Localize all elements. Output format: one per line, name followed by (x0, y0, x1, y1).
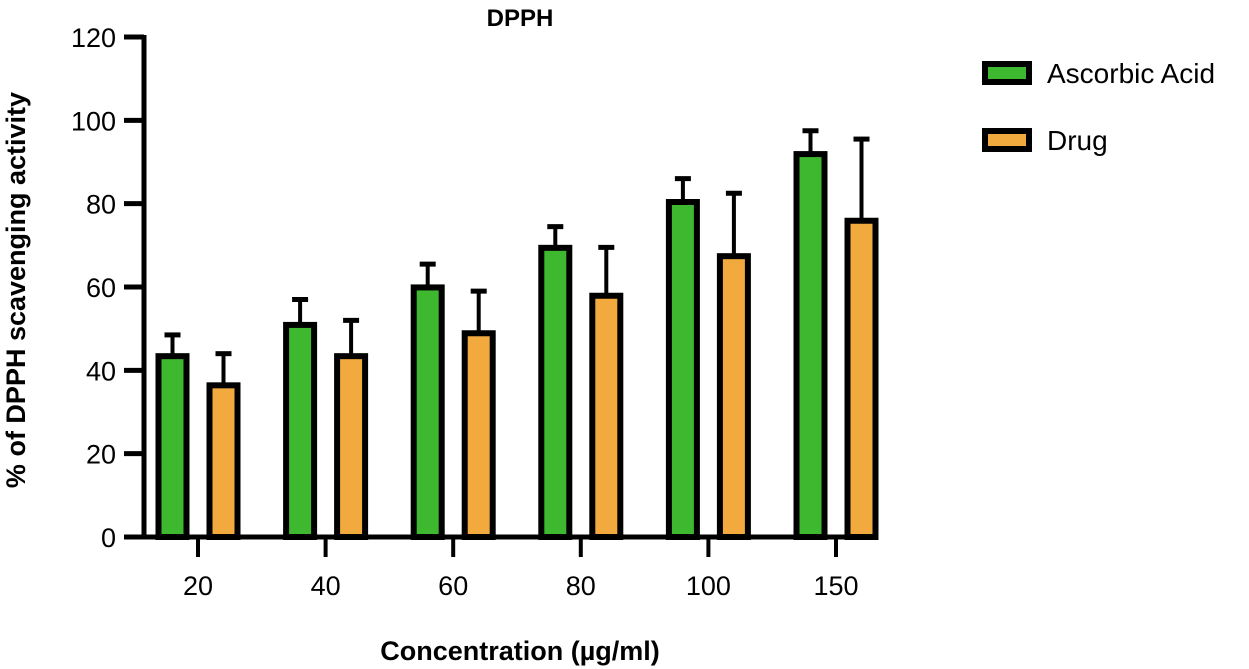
bar-ascorbic-acid-60 (410, 261, 445, 540)
y-tick-label: 100 (71, 106, 116, 136)
y-tick-label: 120 (71, 23, 116, 53)
legend-item: Drug (982, 125, 1108, 156)
legend: Ascorbic Acid Drug (982, 58, 1215, 156)
bar-drug-80 (589, 244, 624, 540)
bar-ascorbic-acid-40 (283, 297, 318, 540)
bar (793, 151, 828, 540)
y-tick-label: 40 (86, 356, 116, 386)
x-tick-label: 150 (813, 571, 858, 601)
bar-drug-20 (206, 351, 241, 541)
x-axis-title: Concentration (µg/ml) (380, 636, 660, 666)
y-tick-label: 0 (101, 523, 116, 553)
legend-swatch (982, 61, 1032, 85)
bar (844, 217, 879, 540)
bar (538, 244, 573, 540)
legend-label: Drug (1047, 125, 1108, 156)
chart-title: DPPH (487, 5, 554, 32)
y-axis-ticks: 0 20 40 60 80 100 120 (71, 23, 144, 553)
bar (589, 292, 624, 540)
bars (155, 128, 879, 541)
y-tick-label: 80 (86, 190, 116, 220)
bar (155, 353, 190, 540)
bar-drug-40 (334, 317, 369, 540)
x-axis-ticks: 20 40 60 80 100 150 (183, 537, 859, 601)
bar (206, 382, 241, 541)
x-tick-label: 100 (686, 571, 731, 601)
bar-ascorbic-acid-100 (665, 176, 700, 540)
bar-ascorbic-acid-150 (793, 128, 828, 540)
y-axis-title: % of DPPH scavenging activity (1, 92, 31, 488)
bar-drug-150 (844, 136, 879, 540)
bar (334, 353, 369, 540)
bar-drug-100 (716, 190, 751, 540)
x-tick-label: 20 (183, 571, 213, 601)
y-tick-label: 20 (86, 440, 116, 470)
y-tick-label: 60 (86, 273, 116, 303)
x-tick-label: 80 (566, 571, 596, 601)
bar (665, 199, 700, 540)
legend-item: Ascorbic Acid (982, 58, 1215, 89)
bar (716, 253, 751, 540)
legend-swatch (982, 128, 1032, 152)
x-tick-label: 40 (311, 571, 341, 601)
bar-ascorbic-acid-80 (538, 224, 573, 540)
bar-drug-60 (461, 288, 496, 540)
legend-label: Ascorbic Acid (1047, 58, 1215, 89)
bar-ascorbic-acid-20 (155, 332, 190, 540)
x-tick-label: 60 (438, 571, 468, 601)
bar (410, 284, 445, 540)
bar (461, 330, 496, 540)
bar (283, 321, 318, 540)
